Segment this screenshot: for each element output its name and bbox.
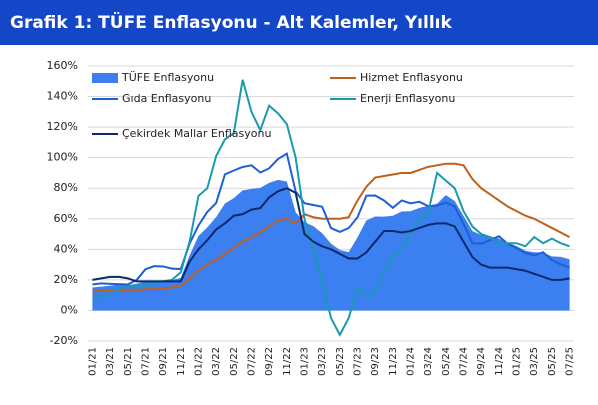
legend-label: Çekirdek Mallar Enflasyonu: [122, 127, 271, 140]
legend-swatch: [92, 73, 118, 83]
y-tick-label: 100%: [47, 151, 78, 164]
x-tick-label: 03/25: [529, 347, 540, 376]
x-tick-label: 11/22: [282, 347, 293, 376]
y-tick-label: 160%: [47, 59, 78, 72]
line: [92, 187, 570, 283]
line: [92, 162, 571, 293]
x-tick-label: 09/23: [370, 347, 381, 376]
x-tick-label: 09/21: [158, 347, 169, 376]
x-tick-label: 05/25: [547, 347, 558, 376]
x-tick-label: 07/22: [246, 347, 257, 376]
x-tick-label: 01/23: [299, 347, 310, 376]
legend-label: Gıda Enflasyonu: [122, 92, 211, 105]
y-tick-label: 60%: [54, 212, 78, 225]
y-tick-label: 80%: [54, 181, 78, 194]
x-tick-label: 03/23: [317, 347, 328, 376]
chart-title: Grafik 1: TÜFE Enflasyonu - Alt Kalemler…: [10, 11, 452, 33]
line: [92, 152, 570, 286]
x-tick-label: 07/21: [140, 347, 151, 376]
x-tick-label: 07/25: [565, 347, 576, 376]
y-tick-label: 20%: [54, 273, 78, 286]
x-tick-label: 05/24: [441, 347, 452, 376]
x-tick-label: 11/24: [494, 347, 505, 376]
x-tick-label: 09/24: [476, 347, 487, 376]
x-tick-label: 05/22: [229, 347, 240, 376]
y-tick-label: 120%: [47, 120, 78, 133]
legend-label: TÜFE Enflasyonu: [121, 71, 214, 84]
title-banner: [0, 0, 598, 45]
x-tick-label: 05/21: [123, 347, 134, 376]
x-tick-label: 03/24: [423, 347, 434, 376]
y-tick-label: 40%: [54, 242, 78, 255]
x-tick-label: 11/23: [388, 347, 399, 376]
x-tick-label: 07/23: [353, 347, 364, 376]
x-tick-label: 03/21: [105, 347, 116, 376]
line: [92, 79, 570, 338]
area: [92, 179, 570, 311]
x-tick-label: 01/22: [193, 347, 204, 376]
x-tick-label: 11/21: [176, 347, 187, 376]
x-tick-label: 07/24: [459, 347, 470, 376]
y-tick-label: -20%: [50, 334, 78, 347]
x-tick-label: 01/21: [87, 347, 98, 376]
legend-label: Hizmet Enflasyonu: [360, 71, 463, 84]
legend-label: Enerji Enflasyonu: [360, 92, 455, 105]
y-tick-label: 0%: [61, 303, 78, 316]
x-tick-label: 09/22: [264, 347, 275, 376]
x-tick-label: 05/23: [335, 347, 346, 376]
x-tick-label: 01/25: [512, 347, 523, 376]
x-tick-label: 03/22: [211, 347, 222, 376]
y-tick-label: 140%: [47, 90, 78, 103]
x-tick-label: 01/24: [406, 347, 417, 376]
